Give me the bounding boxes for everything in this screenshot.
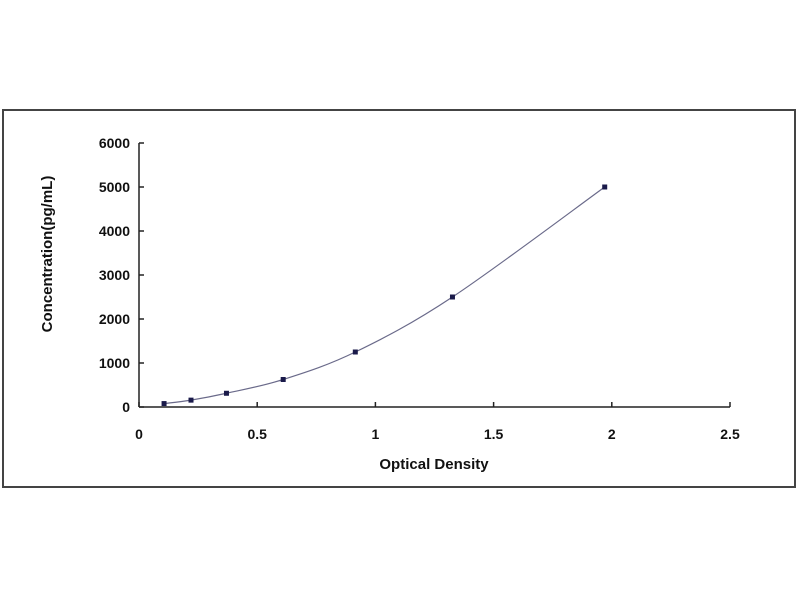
data-point [449,294,455,300]
data-point [352,349,358,355]
data-point [602,184,608,190]
y-tick-label: 5000 [99,179,130,195]
data-point [188,397,194,403]
data-point [280,377,286,382]
y-tick-label: 4000 [99,223,130,239]
y-tick-label: 2000 [99,311,130,327]
x-tick-label: 2.5 [720,426,740,442]
chart-frame [2,109,796,488]
data-point [161,401,167,407]
x-tick-label: 0 [135,426,143,442]
x-axis-ticks: 0 0.5 1 1.5 2 2.5 [135,402,740,442]
data-points [161,184,608,407]
y-tick-label: 1000 [99,355,130,371]
x-tick-label: 1 [372,426,380,442]
y-axis-ticks: 0 1000 2000 3000 4000 5000 6000 [99,135,144,415]
fit-curve [163,186,606,405]
y-tick-label: 3000 [99,267,130,283]
x-tick-label: 1.5 [484,426,504,442]
y-tick-label: 0 [122,399,130,415]
x-axis-label: Optical Density [379,456,489,473]
data-point [223,390,229,396]
x-tick-label: 0.5 [247,426,267,442]
axes [138,143,730,408]
y-tick-label: 6000 [99,135,130,151]
y-axis-label: Concentration(pg/mL) [39,176,56,333]
x-tick-label: 2 [608,426,616,442]
